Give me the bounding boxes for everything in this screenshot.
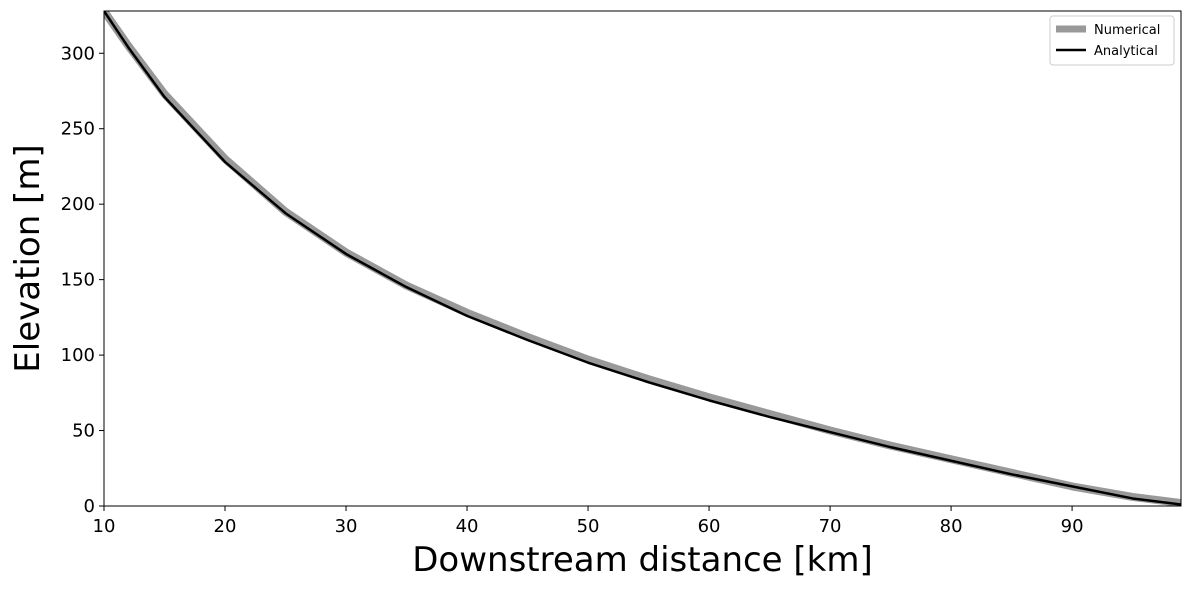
y-tick-label: 0 xyxy=(84,496,95,517)
legend-label-analytical: Analytical xyxy=(1094,44,1158,59)
x-axis-ticks: 10 20 30 40 50 60 70 80 90 xyxy=(93,506,1084,537)
y-tick-label: 250 xyxy=(61,119,95,140)
y-tick-label: 150 xyxy=(61,270,95,291)
y-tick-label: 100 xyxy=(61,345,95,366)
series-line-analytical xyxy=(104,11,1181,506)
y-axis-ticks: 0 50 100 150 200 250 300 xyxy=(61,43,104,517)
plot-frame xyxy=(103,10,1182,507)
x-tick-label: 50 xyxy=(577,516,600,537)
y-axis-title: Elevation [m] xyxy=(8,144,48,372)
y-tick-label: 50 xyxy=(72,421,95,442)
y-tick-label: 200 xyxy=(61,194,95,215)
y-tick-label: 300 xyxy=(61,43,95,64)
x-tick-label: 60 xyxy=(698,516,721,537)
x-tick-label: 10 xyxy=(93,516,116,537)
plot-lines xyxy=(104,11,1181,506)
legend-label-numerical: Numerical xyxy=(1094,23,1160,38)
x-tick-label: 30 xyxy=(335,516,358,537)
x-axis-title: Downstream distance [km] xyxy=(412,540,873,580)
x-tick-label: 80 xyxy=(940,516,963,537)
legend: Numerical Analytical xyxy=(1049,15,1175,66)
x-tick-label: 90 xyxy=(1061,516,1084,537)
x-tick-label: 40 xyxy=(456,516,479,537)
x-tick-label: 70 xyxy=(819,516,842,537)
series-line-numerical xyxy=(104,11,1181,506)
x-tick-label: 20 xyxy=(214,516,237,537)
